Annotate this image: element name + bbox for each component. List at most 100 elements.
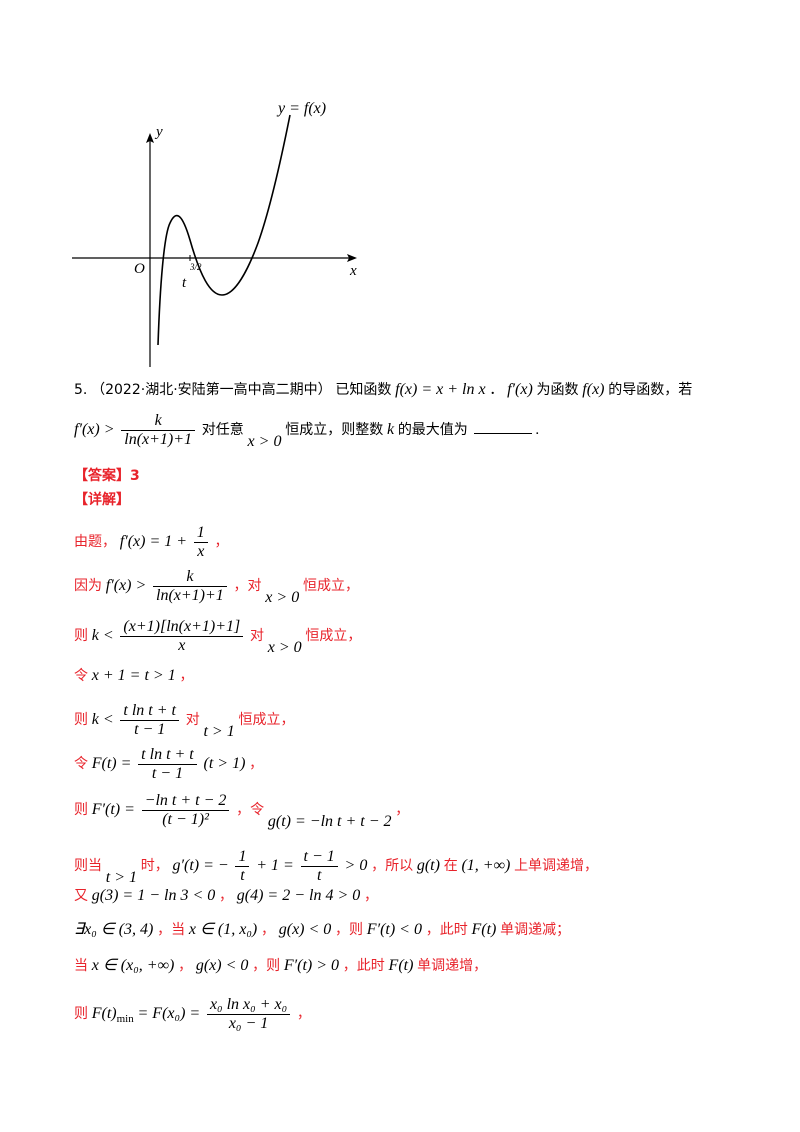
step-10: ∃x₀ ∈ (3, 4) ，当 x ∈ (1, x₀) ， g(x) < 0 ，… (74, 920, 570, 940)
step-7: 则 F′(t) = −ln t + t − 2 (t − 1)² ，令 g(t)… (74, 792, 409, 832)
answer-value: 3 (130, 468, 140, 484)
step-text: 当 (74, 958, 88, 974)
step-6: 令 F(t) = t ln t + t t − 1 (t > 1) ， (74, 746, 263, 783)
step-11: 当 x ∈ (x₀, +∞) ， g(x) < 0 ，则 F′(t) > 0 ，… (74, 956, 487, 976)
tick-label-base: t (182, 275, 187, 291)
frac-den: x₀ − 1 (228, 1015, 269, 1032)
step-text: 令 (74, 668, 88, 684)
step-text: ，当 (157, 922, 186, 938)
problem-text: 的导函数，若 (608, 382, 693, 398)
step-text: 上单调递增， (514, 857, 599, 874)
frac-num: k (153, 568, 227, 587)
step-text: 对 (185, 711, 200, 728)
step-text: ， (260, 922, 275, 938)
fraction: k ln(x+1)+1 (153, 568, 227, 605)
step-text: 单调递减； (500, 922, 571, 938)
step-text: ，此时 (342, 958, 385, 974)
problem-text: 恒成立，则整数 (285, 421, 384, 438)
y-axis-label: y (154, 124, 163, 140)
frac-den: t − 1 (151, 765, 184, 782)
math-cond: t > 1 (105, 868, 137, 886)
x-axis-arrow (347, 254, 357, 262)
frac-den: t (316, 867, 322, 884)
origin-label: O (134, 261, 145, 277)
math-expr: g(3) = 1 − ln 3 < 0 (91, 887, 216, 904)
math-expr: > 0 (344, 856, 368, 874)
step-text: ， (296, 1005, 311, 1022)
step-text: 则当 (74, 857, 102, 874)
math-expr: g(x) < 0 (278, 921, 332, 938)
step-text: 又 (74, 888, 88, 904)
step-text: 因为 (74, 577, 102, 594)
math-expr: g(t) (416, 856, 440, 874)
math-expr: x ∈ (1, x₀) (188, 921, 258, 938)
step-text: ， (178, 958, 193, 974)
problem-text: 对任意 (201, 421, 244, 438)
math-interval: (1, +∞) (461, 856, 511, 874)
detail-line: 【详解】 (74, 490, 130, 510)
problem-line-1: 5. （2022·湖北·安陆第一高中高二期中） 已知函数 f(x) = x + … (74, 380, 692, 400)
step-text: ，对 (233, 577, 262, 594)
step-text: 则 (74, 801, 88, 818)
math-fpx: f′(x) (507, 381, 533, 398)
math-expr: + 1 = (256, 856, 294, 874)
frac-num: k (121, 412, 196, 431)
step-text: 恒成立， (305, 627, 362, 644)
step-text: 则 (74, 1005, 88, 1022)
math-expr: f′(x) > (105, 576, 147, 594)
math-expr: x + 1 = t > 1 (91, 667, 176, 684)
math-expr: F(t) (388, 957, 414, 974)
math-expr: F(t) = (91, 754, 132, 772)
curve-f (157, 114, 291, 346)
fraction: −ln t + t − 2 (t − 1)² (141, 792, 230, 829)
math-expr: x ∈ (x₀, +∞) (91, 957, 175, 974)
step-text: 时， (140, 857, 169, 874)
frac-den: t (240, 867, 245, 884)
step-text: 恒成立， (238, 711, 295, 728)
fraction: 1 x (193, 524, 208, 561)
step-text: 恒成立， (302, 577, 359, 594)
fraction: t ln t + t t − 1 (120, 702, 179, 739)
math-cond: x > 0 (267, 638, 302, 656)
step-1: 由题， f′(x) = 1 + 1 x ， (74, 524, 229, 561)
problem-line-2: f′(x) > k ln(x+1)+1 对任意 x > 0 恒成立，则整数 k … (74, 412, 539, 452)
math-fx: f(x) (582, 381, 605, 398)
frac-den: t − 1 (134, 721, 166, 738)
fraction: x₀ ln x₀ + x₀ x₀ − 1 (206, 996, 291, 1033)
math-expr: F(t) (471, 921, 497, 938)
math-expr: k < (91, 626, 114, 644)
frac-num: t ln t + t (120, 702, 179, 721)
problem-text: 已知函数 (335, 382, 392, 398)
math-ineq: f′(x) > (74, 420, 115, 438)
step-3: 则 k < (x+1)[ln(x+1)+1] x 对 x > 0 恒成立， (74, 618, 361, 658)
math-expr: ∃x₀ ∈ (3, 4) (74, 921, 154, 938)
answer-blank (473, 432, 532, 434)
problem-end: . (535, 421, 540, 438)
math-expr: g(t) = −ln t + t − 2 (267, 812, 392, 830)
problem-text: 为函数 (536, 382, 579, 398)
problem-text: 的最大值为 (397, 421, 468, 438)
frac-num: t − 1 (300, 848, 338, 867)
step-text: ， (219, 888, 233, 904)
fraction: 1 t (235, 848, 250, 885)
step-text: ，所以 (371, 857, 414, 874)
math-expr: F(t) (91, 1004, 117, 1022)
step-text: 对 (249, 627, 264, 644)
math-k: k (386, 420, 395, 438)
frac-den: ln(x+1)+1 (124, 431, 193, 448)
fraction: t ln t + t t − 1 (138, 746, 197, 783)
step-text: 由题， (74, 533, 116, 550)
function-graph: y = f(x) y x O t 3/2 (72, 100, 357, 367)
math-expr: F′(t) = (91, 800, 135, 818)
math-expr: = F(x₀) = (137, 1004, 201, 1022)
step-9: 又 g(3) = 1 − ln 3 < 0 ， g(4) = 2 − ln 4 … (74, 886, 378, 906)
math-expr: g(4) = 2 − ln 4 > 0 (236, 887, 361, 904)
answer-line: 【答案】3 (74, 466, 140, 486)
step-text: ，此时 (425, 922, 468, 938)
step-text: ， (249, 755, 264, 772)
step-12: 则 F(t)min = F(x₀) = x₀ ln x₀ + x₀ x₀ − 1… (74, 996, 311, 1033)
math-expr: k < (91, 710, 114, 728)
math-cond: (t > 1) (203, 754, 246, 772)
step-text: ，则 (252, 958, 281, 974)
frac-num: t ln t + t (138, 746, 197, 765)
